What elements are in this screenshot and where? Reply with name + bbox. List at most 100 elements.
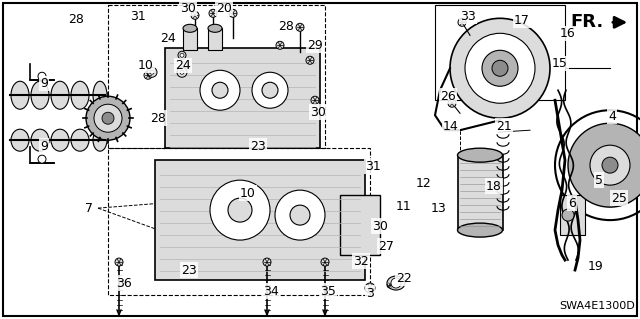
- Text: 18: 18: [486, 180, 502, 193]
- Ellipse shape: [31, 81, 49, 109]
- Circle shape: [263, 258, 271, 266]
- Text: 31: 31: [365, 160, 381, 173]
- Bar: [560, 195, 585, 235]
- Circle shape: [391, 278, 401, 288]
- Circle shape: [458, 18, 466, 26]
- Circle shape: [590, 145, 630, 185]
- Circle shape: [262, 82, 278, 98]
- Circle shape: [465, 33, 535, 103]
- Text: 22: 22: [396, 271, 412, 285]
- Bar: [108, 5, 325, 148]
- Text: 28: 28: [278, 20, 294, 33]
- Ellipse shape: [93, 129, 107, 151]
- Text: 25: 25: [611, 192, 627, 204]
- Ellipse shape: [51, 129, 69, 151]
- Circle shape: [86, 96, 130, 140]
- Text: 27: 27: [378, 240, 394, 253]
- Ellipse shape: [458, 148, 502, 162]
- Circle shape: [102, 112, 114, 124]
- Text: SWA4E1300D: SWA4E1300D: [559, 301, 635, 311]
- Bar: [208, 28, 222, 50]
- Ellipse shape: [71, 81, 89, 109]
- Circle shape: [365, 283, 375, 293]
- Circle shape: [212, 82, 228, 98]
- Text: 20: 20: [216, 2, 232, 15]
- Ellipse shape: [11, 81, 29, 109]
- Text: 16: 16: [560, 27, 576, 40]
- Ellipse shape: [208, 24, 222, 32]
- Circle shape: [482, 50, 518, 86]
- Circle shape: [191, 11, 199, 19]
- Circle shape: [180, 70, 184, 74]
- Text: 7: 7: [85, 202, 93, 215]
- Bar: [183, 28, 197, 50]
- Circle shape: [38, 155, 46, 163]
- Text: 14: 14: [443, 120, 459, 133]
- Circle shape: [209, 9, 217, 17]
- Circle shape: [568, 123, 640, 207]
- Circle shape: [178, 51, 186, 59]
- Text: 17: 17: [514, 14, 530, 27]
- Text: 34: 34: [263, 285, 279, 298]
- Text: 26: 26: [440, 90, 456, 103]
- Text: 3: 3: [366, 286, 374, 300]
- Circle shape: [252, 72, 288, 108]
- Text: 30: 30: [180, 2, 196, 15]
- Bar: [155, 160, 365, 280]
- Text: 12: 12: [416, 177, 432, 189]
- Text: 28: 28: [68, 13, 84, 26]
- Text: 24: 24: [175, 59, 191, 72]
- Bar: [108, 148, 370, 295]
- Circle shape: [448, 99, 456, 107]
- Circle shape: [492, 60, 508, 76]
- Bar: [458, 155, 503, 230]
- Text: 31: 31: [130, 10, 146, 23]
- Ellipse shape: [71, 129, 89, 151]
- Text: FR.: FR.: [571, 13, 604, 31]
- Bar: [165, 48, 320, 148]
- Circle shape: [276, 41, 284, 49]
- Circle shape: [228, 198, 252, 222]
- Text: 4: 4: [608, 110, 616, 123]
- Bar: [340, 195, 380, 255]
- Text: 9: 9: [40, 77, 48, 90]
- Circle shape: [602, 157, 618, 173]
- Ellipse shape: [387, 276, 405, 290]
- Circle shape: [306, 56, 314, 64]
- Ellipse shape: [458, 223, 502, 237]
- Text: 33: 33: [460, 10, 476, 23]
- Text: 19: 19: [588, 260, 604, 272]
- Circle shape: [147, 67, 157, 77]
- Text: 35: 35: [320, 285, 336, 298]
- Circle shape: [210, 180, 270, 240]
- Text: 15: 15: [552, 57, 568, 70]
- Circle shape: [177, 67, 187, 77]
- Circle shape: [115, 258, 123, 266]
- Text: 10: 10: [138, 59, 154, 72]
- Circle shape: [562, 209, 574, 221]
- Text: 21: 21: [496, 120, 512, 133]
- Ellipse shape: [31, 129, 49, 151]
- Text: 13: 13: [431, 202, 447, 215]
- Text: 6: 6: [568, 197, 576, 210]
- Bar: [435, 5, 565, 100]
- Text: 11: 11: [396, 200, 412, 213]
- Circle shape: [150, 70, 154, 74]
- Circle shape: [290, 205, 310, 225]
- Text: 30: 30: [372, 219, 388, 233]
- Circle shape: [311, 96, 319, 104]
- Text: 28: 28: [150, 112, 166, 125]
- Text: 24: 24: [160, 32, 176, 45]
- Text: 32: 32: [353, 255, 369, 268]
- Text: 5: 5: [595, 174, 603, 187]
- Text: 10: 10: [240, 187, 256, 200]
- Text: 36: 36: [116, 277, 132, 290]
- Circle shape: [38, 72, 46, 80]
- Text: 29: 29: [307, 39, 323, 52]
- Circle shape: [229, 9, 237, 17]
- Text: 30: 30: [310, 106, 326, 119]
- Circle shape: [200, 70, 240, 110]
- Circle shape: [275, 190, 325, 240]
- Circle shape: [450, 18, 550, 118]
- Ellipse shape: [183, 24, 197, 32]
